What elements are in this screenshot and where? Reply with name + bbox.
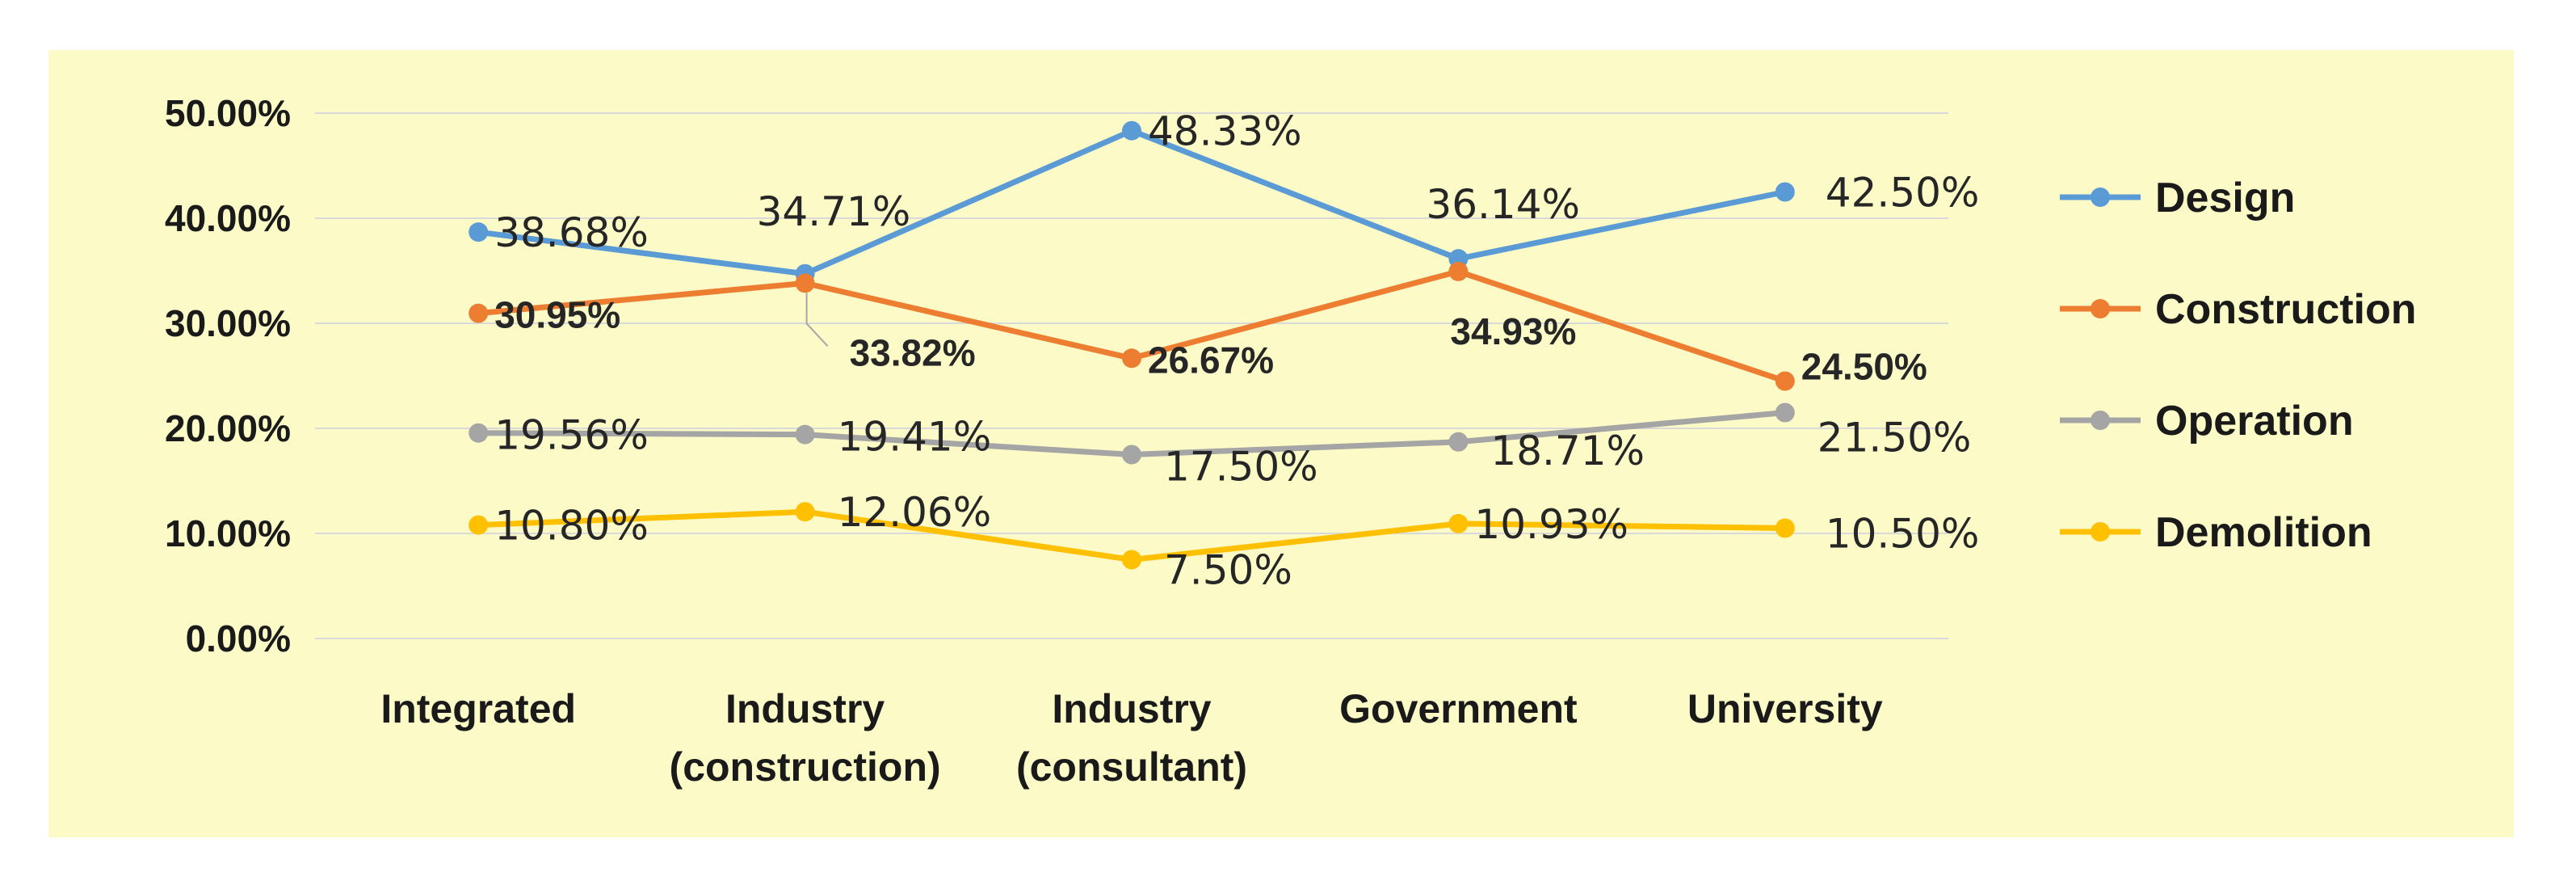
- x-category-label: Industry: [1052, 686, 1211, 731]
- legend-label-design: Design: [2155, 175, 2295, 221]
- x-category-label: Integrated: [380, 686, 576, 731]
- data-label-construction: 33.82%: [850, 331, 976, 373]
- data-label-construction: 24.50%: [1801, 346, 1927, 388]
- x-category-label: Industry: [725, 686, 885, 731]
- data-label-demolition: 10.80%: [494, 503, 649, 550]
- legend-marker-operation: [2091, 411, 2110, 430]
- legend-marker-construction: [2091, 299, 2110, 318]
- legend-marker-demolition: [2091, 522, 2110, 542]
- x-category-label: Government: [1339, 686, 1578, 731]
- line-chart: 0.00% 10.00% 20.00% 30.00% 40.00% 50.00% Integ…: [165, 92, 2417, 790]
- y-tick-label: 20.00%: [165, 407, 291, 449]
- data-label-operation: 18.71%: [1490, 428, 1645, 474]
- data-label-design: 48.33%: [1148, 108, 1302, 155]
- data-point-design: [469, 222, 489, 242]
- legend-label-demolition: Demolition: [2155, 509, 2372, 556]
- x-category-label: University: [1687, 686, 1883, 731]
- y-tick-label: 30.00%: [165, 302, 291, 344]
- data-point-construction: [1448, 261, 1469, 281]
- y-tick-label: 40.00%: [165, 197, 291, 239]
- data-label-demolition: 10.93%: [1474, 501, 1628, 548]
- data-point-demolition: [469, 515, 489, 535]
- x-category-label: (construction): [670, 744, 941, 790]
- data-point-demolition: [795, 502, 815, 522]
- data-point-construction: [1775, 371, 1795, 391]
- data-point-operation: [795, 424, 815, 445]
- data-label-construction: 30.95%: [494, 294, 620, 336]
- data-point-operation: [1775, 402, 1795, 423]
- data-point-demolition: [1122, 550, 1141, 570]
- y-tick-label: 10.00%: [165, 512, 291, 554]
- data-label-operation: 21.50%: [1817, 415, 1972, 461]
- data-label-demolition: 10.50%: [1826, 511, 1980, 558]
- data-label-construction: 34.93%: [1450, 310, 1576, 352]
- legend-marker-design: [2091, 188, 2110, 207]
- x-category-label: (consultant): [1016, 744, 1247, 790]
- data-label-demolition: 7.50%: [1164, 547, 1292, 594]
- data-label-design: 36.14%: [1426, 181, 1580, 228]
- data-point-construction: [795, 273, 815, 293]
- legend-label-construction: Construction: [2155, 286, 2417, 333]
- data-point-operation: [469, 423, 489, 443]
- data-point-operation: [1448, 432, 1469, 452]
- data-label-operation: 19.41%: [838, 414, 992, 461]
- data-label-operation: 17.50%: [1164, 444, 1318, 491]
- legend-label-operation: Operation: [2155, 398, 2354, 445]
- data-point-demolition: [1448, 513, 1469, 533]
- data-point-design: [1122, 120, 1141, 141]
- series-line-design: [475, 128, 1788, 277]
- data-point-construction: [1122, 348, 1141, 369]
- chart-panel: 0.00% 10.00% 20.00% 30.00% 40.00% 50.00% Integ…: [48, 50, 2514, 837]
- data-label-construction: 26.67%: [1148, 339, 1274, 381]
- data-label-design: 34.71%: [757, 188, 911, 235]
- data-point-operation: [1122, 445, 1141, 465]
- data-point-construction: [469, 303, 489, 323]
- data-label-leader-line: [805, 293, 829, 348]
- data-label-design: 42.50%: [1826, 170, 1980, 217]
- y-tick-label: 0.00%: [186, 617, 291, 660]
- data-label-operation: 19.56%: [494, 412, 649, 459]
- data-label-demolition: 12.06%: [838, 489, 992, 536]
- data-label-design: 38.68%: [494, 209, 649, 256]
- data-point-design: [1775, 182, 1795, 202]
- data-point-demolition: [1775, 518, 1795, 538]
- y-tick-label: 50.00%: [165, 92, 291, 134]
